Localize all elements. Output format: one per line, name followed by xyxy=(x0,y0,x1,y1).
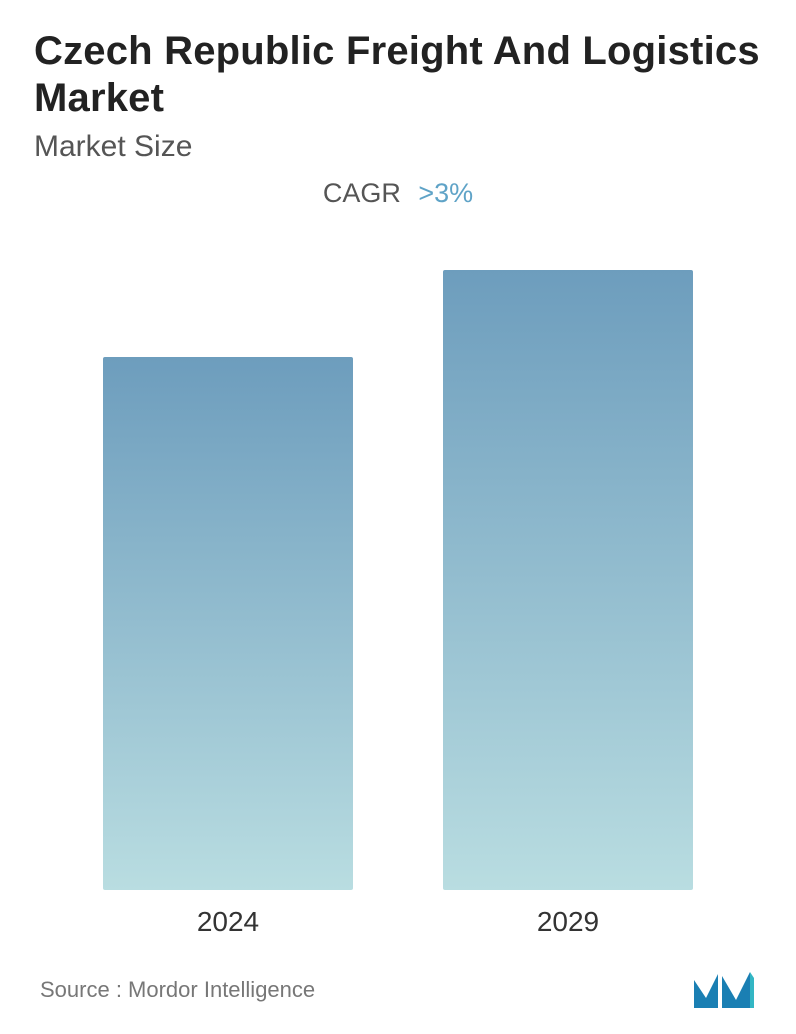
bar-wrap: 2024 xyxy=(103,357,353,938)
mn-logo-icon xyxy=(692,970,756,1010)
bar-label: 2024 xyxy=(197,906,259,938)
source-text: Source : Mordor Intelligence xyxy=(40,977,315,1003)
chart-container: Czech Republic Freight And Logistics Mar… xyxy=(0,0,796,1034)
bar xyxy=(103,357,353,890)
bar xyxy=(443,270,693,890)
footer: Source : Mordor Intelligence xyxy=(34,970,762,1014)
cagr-value: >3% xyxy=(418,178,473,208)
cagr-row: CAGR >3% xyxy=(34,178,762,209)
subtitle: Market Size xyxy=(34,130,762,164)
bar-chart: 2024 2029 xyxy=(34,209,762,938)
cagr-label: CAGR xyxy=(323,178,401,208)
bar-wrap: 2029 xyxy=(443,270,693,938)
page-title: Czech Republic Freight And Logistics Mar… xyxy=(34,28,762,122)
bar-label: 2029 xyxy=(537,906,599,938)
